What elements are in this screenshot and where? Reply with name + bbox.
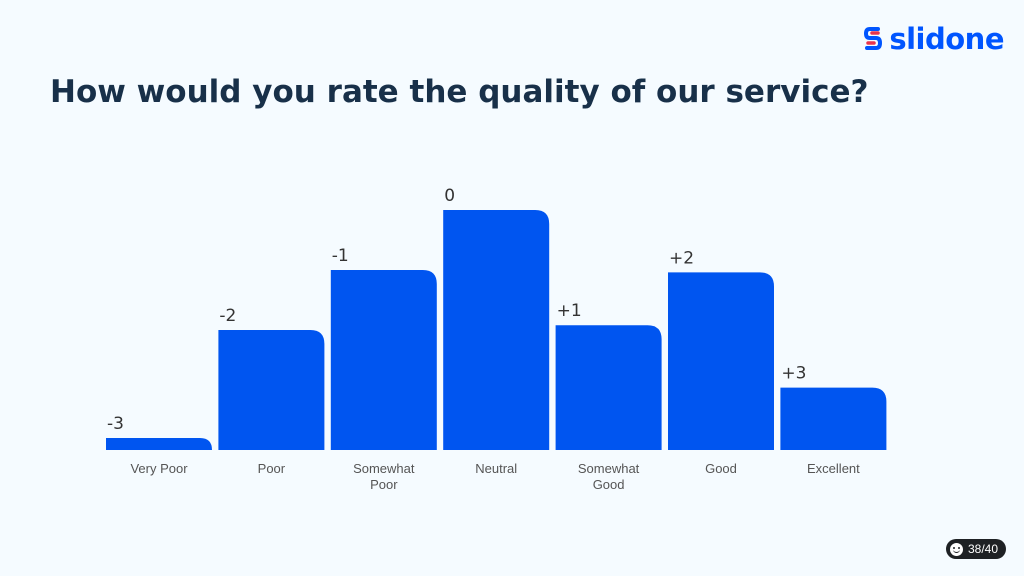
category-label: Somewhat: [353, 461, 415, 476]
slidone-logo-icon: [864, 27, 883, 50]
bar-value-label: 0: [444, 186, 455, 206]
bar: [555, 325, 662, 450]
category-label: Excellent: [807, 461, 860, 476]
bar: [443, 210, 550, 450]
page-number: 38/40: [967, 542, 998, 556]
smiley-icon: [949, 542, 963, 556]
bar-value-label: -1: [332, 246, 349, 266]
category-label: Neutral: [475, 461, 517, 476]
bar-value-label: -3: [107, 414, 124, 434]
bar: [668, 272, 774, 450]
bar-value-label: +1: [557, 301, 582, 321]
bar: [106, 438, 212, 450]
category-label: Somewhat: [578, 461, 640, 476]
bar-value-label: -2: [219, 306, 236, 326]
brand-logo: slidone: [863, 22, 1004, 56]
bar-value-label: +2: [669, 248, 694, 268]
category-label: Poor: [258, 461, 286, 476]
slide-title: How would you rate the quality of our se…: [50, 74, 869, 110]
category-label: Good: [593, 477, 625, 492]
bar: [218, 330, 325, 450]
bar: [780, 387, 887, 450]
category-label: Very Poor: [130, 461, 188, 476]
category-label: Poor: [370, 477, 398, 492]
bar: [330, 270, 437, 450]
bar-value-label: +3: [781, 364, 806, 384]
category-label: Good: [705, 461, 737, 476]
page-indicator: 38/40: [945, 539, 1006, 559]
brand-name: slidone: [889, 22, 1004, 56]
